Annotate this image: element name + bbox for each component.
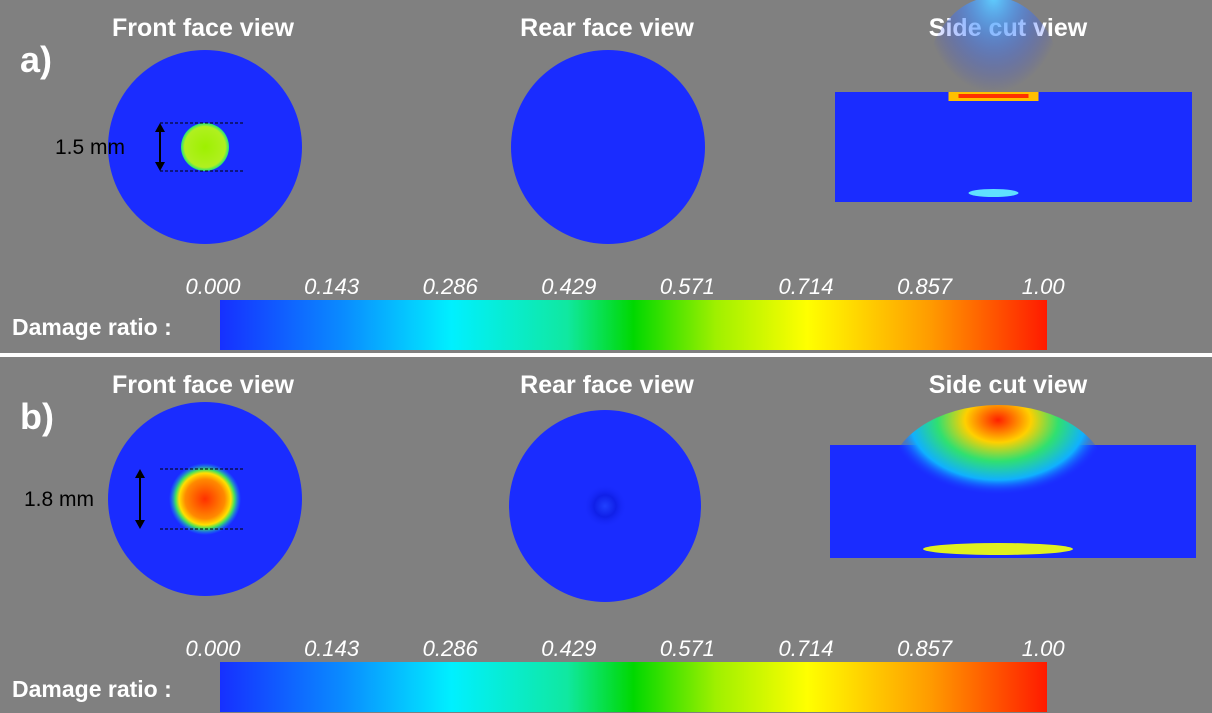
colorbar-tick-label: 0.429 bbox=[541, 274, 596, 299]
colorbar-tick-label: 0.143 bbox=[304, 636, 360, 661]
view-title: Side cut view bbox=[929, 371, 1088, 399]
colorbar-tick-label: 0.000 bbox=[185, 274, 241, 299]
rear-rings bbox=[583, 484, 627, 528]
colorbar bbox=[220, 662, 1047, 712]
rear-damage bbox=[968, 189, 1019, 197]
colorbar-tick-label: 0.143 bbox=[304, 274, 360, 299]
colorbar-tick-label: 0.714 bbox=[778, 274, 833, 299]
view-title: Rear face view bbox=[520, 371, 694, 399]
panel-label: b) bbox=[20, 396, 54, 437]
colorbar-tick-label: 0.286 bbox=[423, 636, 479, 661]
rear-damage bbox=[923, 543, 1073, 555]
impact-spot bbox=[181, 123, 229, 171]
colorbar-title: Damage ratio : bbox=[12, 314, 172, 340]
colorbar-tick-label: 1.00 bbox=[1022, 274, 1066, 299]
colorbar-tick-label: 0.000 bbox=[185, 636, 241, 661]
colorbar-tick-label: 0.857 bbox=[897, 274, 953, 299]
colorbar-tick-label: 0.571 bbox=[660, 636, 715, 661]
colorbar-title: Damage ratio : bbox=[12, 676, 172, 702]
colorbar-tick-label: 0.714 bbox=[778, 636, 833, 661]
damage-plume bbox=[888, 405, 1108, 555]
rear-disk bbox=[511, 50, 705, 244]
panel-label: a) bbox=[20, 39, 52, 80]
dimension-label: 1.5 mm bbox=[55, 136, 125, 159]
colorbar bbox=[220, 300, 1047, 350]
view-title: Rear face view bbox=[520, 14, 694, 42]
view-title: Front face view bbox=[112, 371, 295, 399]
colorbar-tick-label: 0.429 bbox=[541, 636, 596, 661]
impact-spot bbox=[169, 463, 241, 535]
surface-damage-core bbox=[958, 94, 1029, 98]
view-title: Front face view bbox=[112, 14, 295, 42]
dimension-label: 1.8 mm bbox=[24, 488, 94, 511]
colorbar-tick-label: 1.00 bbox=[1022, 636, 1066, 661]
panel: b) Front face view Rear face view Side cut … bbox=[0, 357, 1212, 713]
colorbar-tick-label: 0.857 bbox=[897, 636, 953, 661]
colorbar-tick-label: 0.286 bbox=[423, 274, 479, 299]
colorbar-tick-label: 0.571 bbox=[660, 274, 715, 299]
